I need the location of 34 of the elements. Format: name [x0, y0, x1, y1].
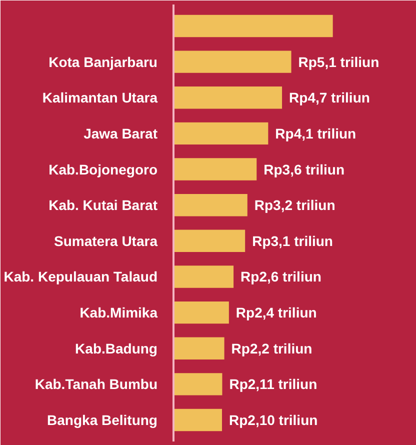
bar [174, 337, 224, 360]
bar [174, 194, 248, 216]
y-tick-label: Jawa Barat [84, 125, 158, 142]
data-label: Rp2,6 triliun [240, 268, 322, 285]
data-label: Rp5,1 triliun [298, 54, 380, 70]
y-tick-label: Kalimantan Utara [42, 90, 158, 106]
bar [174, 301, 229, 324]
bar [174, 373, 222, 396]
bar [174, 122, 268, 145]
bar [174, 408, 222, 432]
data-label: Rp3,1 triliun [252, 232, 333, 249]
data-label: Rp2,4 triliun [236, 304, 317, 321]
bar [174, 230, 246, 252]
bar [174, 14, 333, 38]
data-label: Rp2,11 triliun [229, 376, 318, 392]
y-tick-label: Sumatera Utara [54, 232, 158, 249]
y-tick-label: Kab. Kutai Barat [48, 197, 158, 214]
data-label: Rp4,7 triliun [289, 90, 370, 106]
y-tick-label: Kab.Badung [75, 340, 158, 356]
y-tick-label: Bangka Belitung [47, 412, 158, 428]
bar [174, 86, 282, 109]
y-tick-label: Kab.Tanah Bumbu [34, 376, 158, 392]
y-tick-label: Kab.Mimika [80, 304, 158, 321]
bar [174, 158, 257, 180]
y-tick-label: Kab. Kepulauan Talaud [4, 268, 158, 285]
data-label: Rp2,10 triliun [228, 412, 318, 428]
bar [174, 50, 292, 73]
data-label: Rp3,6 triliun [264, 161, 345, 178]
data-label: Rp2,2 triliun [231, 340, 312, 356]
y-tick-label: Kab.Bojonegoro [48, 161, 158, 178]
data-label: Rp4,1 triliun [275, 125, 356, 142]
bar [174, 266, 234, 288]
y-tick-label: Kota Banjarbaru [48, 54, 158, 70]
data-label: Rp3,2 triliun [254, 197, 336, 214]
